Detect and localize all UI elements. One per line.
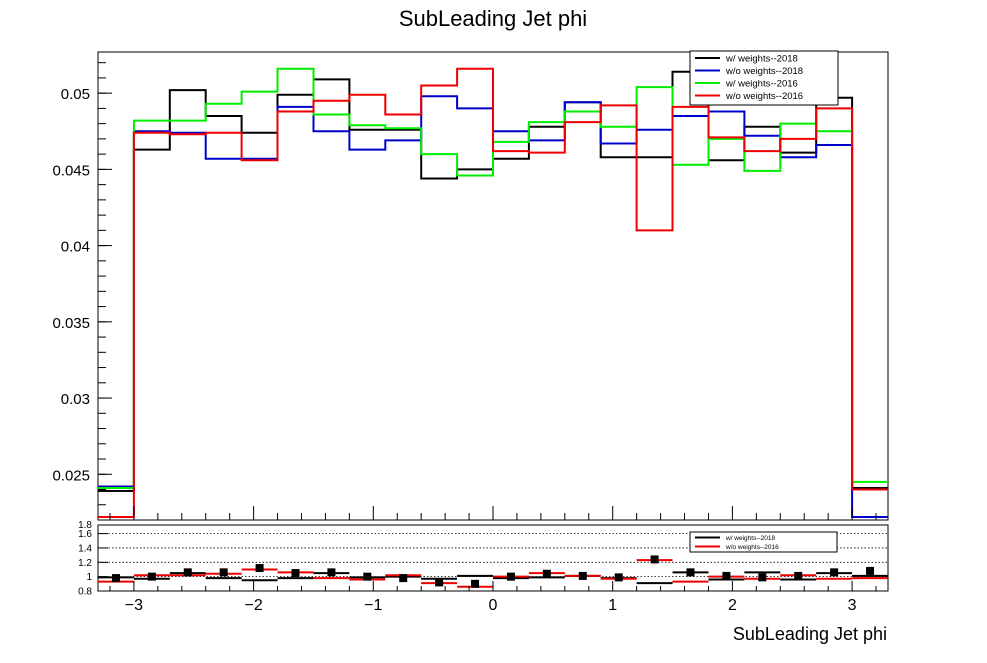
x-tick-label: −2 <box>244 597 262 614</box>
ratio-legend-label-1: w/o weights--2016 <box>725 544 779 551</box>
ratio-ytick-label: 1 <box>86 572 92 583</box>
ratio-ytick-label-top: 1.8 <box>78 520 92 531</box>
x-tick-label: 2 <box>728 597 737 614</box>
x-axis-label: SubLeading Jet phi <box>733 624 887 644</box>
main-legend-label-3: w/o weights--2016 <box>725 91 803 102</box>
ratio-ytick-label: 1.2 <box>78 558 92 569</box>
ratio-marker-4 <box>255 564 264 573</box>
ratio-marker-19 <box>794 571 803 580</box>
main-ytick-label: 0.045 <box>52 162 90 179</box>
ratio-legend-box <box>689 531 838 553</box>
x-tick-label: 1 <box>608 597 617 614</box>
x-tick-label: −1 <box>364 597 382 614</box>
ratio-marker-11 <box>506 572 515 581</box>
ratio-ytick-label: 0.8 <box>78 587 92 598</box>
ratio-marker-14 <box>614 573 623 582</box>
ratio-marker-20 <box>830 568 839 577</box>
main-legend-label-1: w/o weights--2018 <box>725 66 803 77</box>
ratio-ytick-label: 1.6 <box>78 529 92 540</box>
ratio-marker-18 <box>758 573 767 582</box>
ratio-marker-16 <box>686 568 695 577</box>
main-series-line-3 <box>98 67 888 518</box>
ratio-marker-12 <box>542 569 551 578</box>
x-tick-label: 3 <box>848 597 857 614</box>
ratio-marker-6 <box>327 568 336 577</box>
ratio-marker-8 <box>399 574 408 583</box>
ratio-marker-21 <box>866 566 875 575</box>
main-ytick-label: 0.04 <box>61 239 90 256</box>
ratio-marker-7 <box>363 572 372 581</box>
ratio-marker-2 <box>183 568 192 577</box>
ratio-marker-5 <box>291 569 300 578</box>
ratio-marker-1 <box>147 572 156 581</box>
ratio-ytick-label: 1.4 <box>78 543 92 554</box>
ratio-marker-13 <box>578 571 587 580</box>
ratio-marker-15 <box>650 555 659 564</box>
x-tick-label: 0 <box>489 597 498 614</box>
main-ytick-label: 0.05 <box>61 86 90 103</box>
x-tick-label: −3 <box>125 597 143 614</box>
ratio-marker-9 <box>435 578 444 587</box>
ratio-marker-0 <box>111 574 120 583</box>
chart-title: SubLeading Jet phi <box>399 6 587 31</box>
main-ytick-label: 0.025 <box>52 467 90 484</box>
ratio-legend-label-0: w/ weights--2018 <box>725 535 776 542</box>
main-ytick-label: 0.03 <box>61 391 90 408</box>
ratio-marker-10 <box>471 579 480 588</box>
ratio-marker-3 <box>219 568 228 577</box>
main-ytick-label: 0.035 <box>52 315 90 332</box>
main-legend-label-2: w/ weights--2016 <box>725 79 798 90</box>
main-legend-label-0: w/ weights--2018 <box>725 54 798 65</box>
ratio-marker-17 <box>722 571 731 580</box>
